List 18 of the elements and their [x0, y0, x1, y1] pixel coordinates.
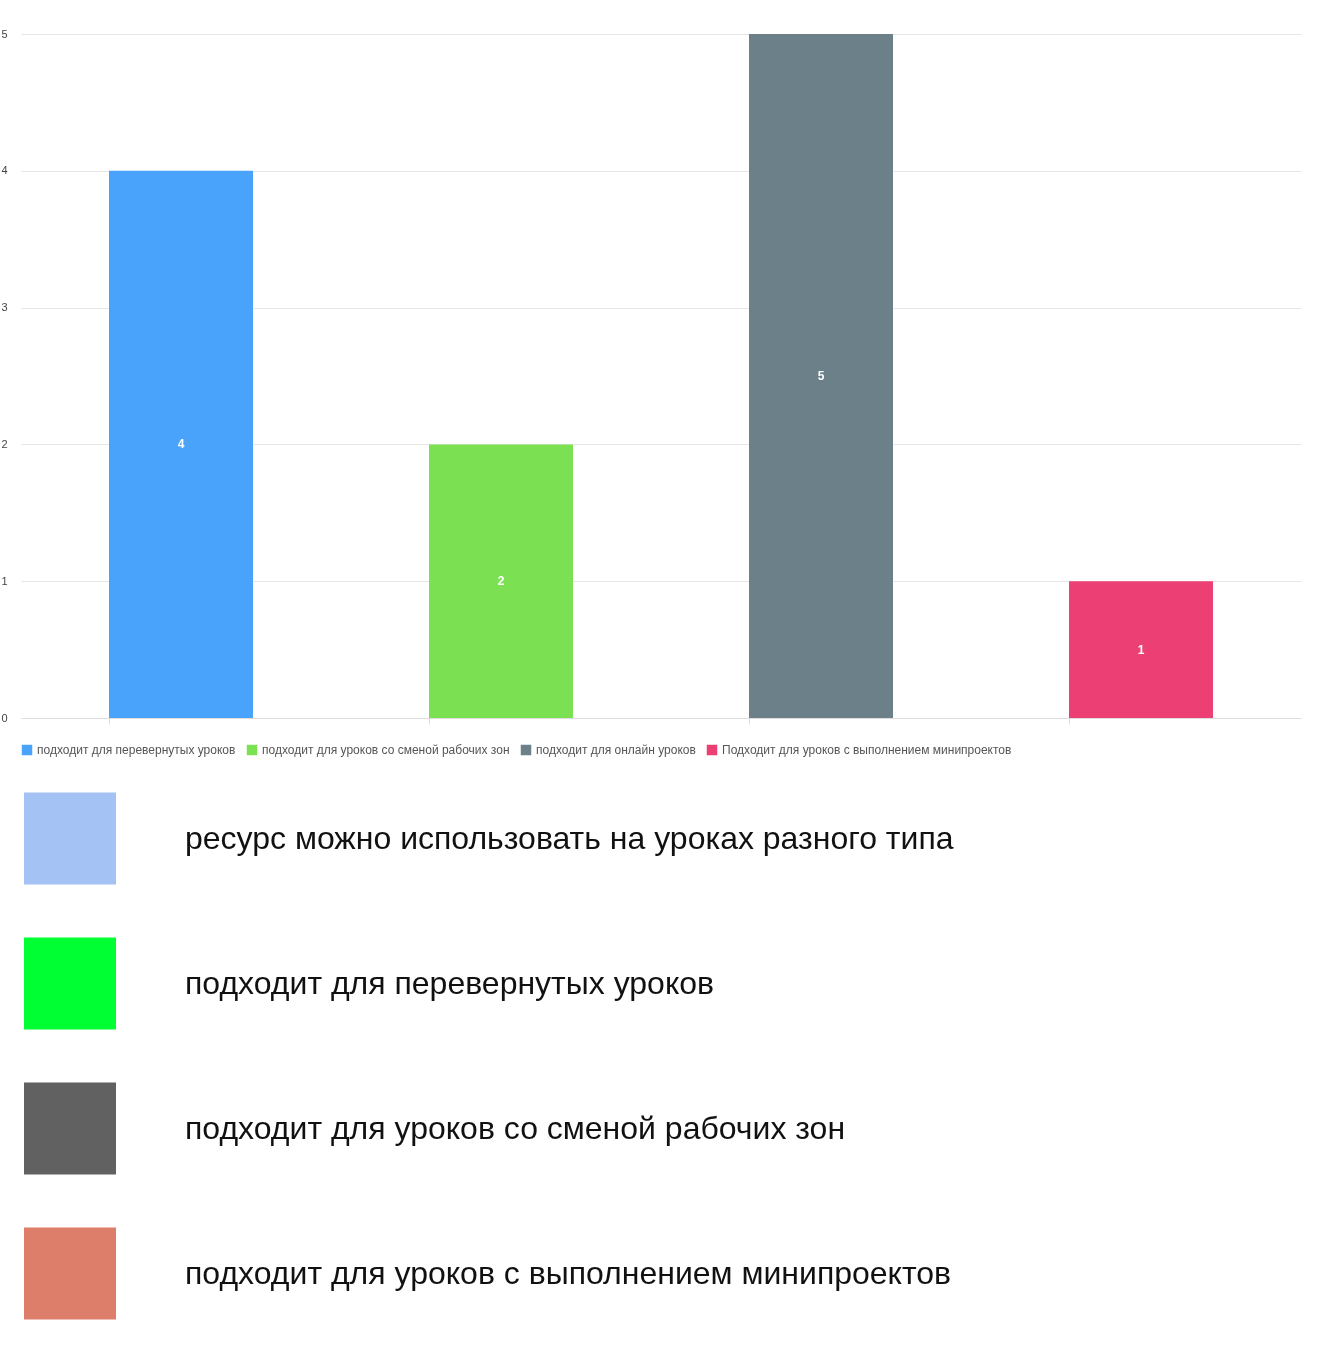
legend-label: Подходит для уроков с выполнением минипроектов [722, 743, 1012, 757]
y-tick-label: 5 [1, 27, 8, 40]
data-label: 4 [177, 437, 185, 452]
legend-label: подходит для онлайн уроков [536, 743, 696, 757]
text: подходит для перевернутых уроков [185, 964, 715, 1001]
legend-label: подходит для перевернутых уроков [37, 743, 236, 757]
text: подходит для уроков со сменой рабочих зон [185, 1109, 846, 1146]
y-tick-label: 0 [1, 711, 8, 724]
legend-label: подходит для уроков со сменой рабочих зон [262, 743, 510, 757]
data-label: 5 [817, 369, 825, 383]
text: подходит для уроков с выполнением минипроектов [185, 1254, 952, 1291]
y-tick-label: 3 [1, 301, 8, 314]
data-label: 2 [497, 574, 505, 589]
data-label: 1 [1137, 642, 1145, 657]
y-tick-label: 2 [1, 437, 8, 450]
text: ресурс можно использовать на уроках разного типа [185, 819, 954, 856]
y-tick-label: 1 [1, 574, 8, 587]
y-tick-label: 4 [1, 164, 8, 177]
